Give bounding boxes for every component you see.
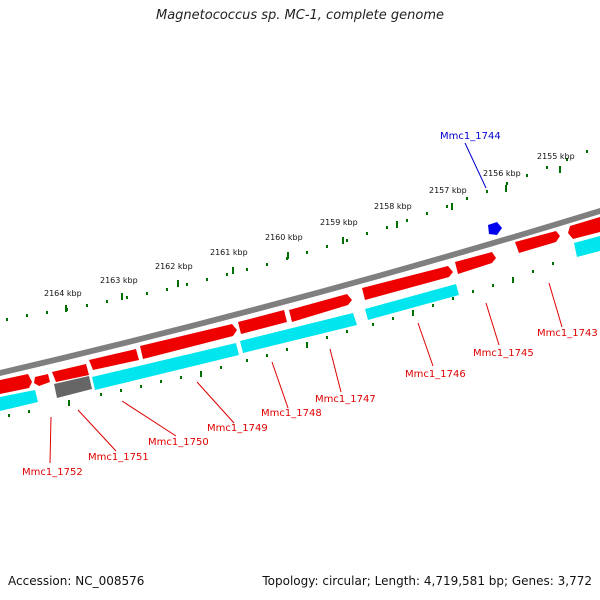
cds-bar-highlight[interactable]	[54, 376, 92, 398]
cds-bar[interactable]	[365, 284, 459, 320]
kbp-label: 2163 kbp	[100, 276, 138, 285]
cds-bar[interactable]	[0, 390, 38, 411]
cds-bar[interactable]	[92, 343, 239, 390]
gene-mmc1-1749[interactable]	[140, 324, 237, 359]
kbp-label: 2159 kbp	[320, 218, 358, 227]
callout-line	[329, 348, 342, 393]
map-title: Magnetococcus sp. MC-1, complete genome	[155, 8, 445, 23]
gene-mmc1-1748[interactable]	[238, 310, 287, 334]
gene-mmc1-1743b[interactable]	[515, 231, 560, 253]
kbp-label: 2157 kbp	[429, 186, 467, 195]
gene-label[interactable]: Mmc1_1749	[207, 423, 268, 434]
kbp-labels: 2155 kbp 2156 kbp 2157 kbp 2158 kbp 2159…	[44, 152, 575, 298]
inner-tick-track	[8, 262, 554, 417]
genome-summary-text: Topology: circular; Length: 4,719,581 bp…	[262, 574, 592, 588]
genome-backbone	[0, 208, 600, 376]
kbp-label: 2156 kbp	[483, 169, 521, 178]
callout-line	[271, 361, 289, 409]
callout-line	[548, 282, 563, 328]
gene-labels: Mmc1_1743 Mmc1_1744 Mmc1_1745 Mmc1_1746 …	[22, 131, 598, 478]
gene-label[interactable]: Mmc1_1743	[537, 328, 598, 339]
gene-label[interactable]: Mmc1_1750	[148, 437, 209, 448]
callout-line	[121, 400, 177, 437]
gene-label[interactable]: Mmc1_1746	[405, 369, 466, 380]
gene-label[interactable]: Mmc1_1752	[22, 467, 83, 478]
gene-label[interactable]: Mmc1_1744	[440, 131, 501, 142]
kbp-label: 2158 kbp	[374, 202, 412, 211]
kbp-label: 2160 kbp	[265, 233, 303, 242]
callout-line	[196, 381, 235, 424]
cds-bar[interactable]	[240, 313, 357, 353]
gene-label[interactable]: Mmc1_1748	[261, 408, 322, 419]
kbp-label: 2161 kbp	[210, 248, 248, 257]
kbp-label: 2164 kbp	[44, 289, 82, 298]
gene-label[interactable]: Mmc1_1747	[315, 394, 376, 405]
gene-mmc1-1744[interactable]	[488, 222, 502, 235]
gene-mmc1-1753[interactable]	[0, 374, 32, 394]
kbp-label: 2155 kbp	[537, 152, 575, 161]
accession-text: Accession: NC_008576	[8, 574, 145, 588]
cds-bars	[0, 236, 600, 411]
callout-line	[77, 409, 117, 452]
gene-mmc1-1743[interactable]	[568, 217, 600, 239]
gene-label[interactable]: Mmc1_1745	[473, 348, 534, 359]
callout-line	[49, 416, 52, 464]
gene-mmc1-1747[interactable]	[289, 294, 352, 322]
gene-mmc1-1745[interactable]	[455, 252, 496, 274]
forward-genes	[0, 217, 600, 394]
outer-tick-track	[6, 150, 588, 321]
kbp-label: 2162 kbp	[155, 262, 193, 271]
callout-lines	[49, 142, 563, 464]
gene-mmc1-1750[interactable]	[89, 349, 139, 370]
callout-line	[464, 142, 487, 189]
gene-mmc1-1752[interactable]	[34, 374, 50, 386]
callout-line	[417, 322, 434, 367]
gene-label[interactable]: Mmc1_1751	[88, 452, 149, 463]
callout-line	[485, 302, 500, 346]
gene-mmc1-1751[interactable]	[52, 364, 89, 382]
gene-mmc1-1746[interactable]	[362, 266, 453, 300]
cds-bar[interactable]	[574, 236, 600, 257]
